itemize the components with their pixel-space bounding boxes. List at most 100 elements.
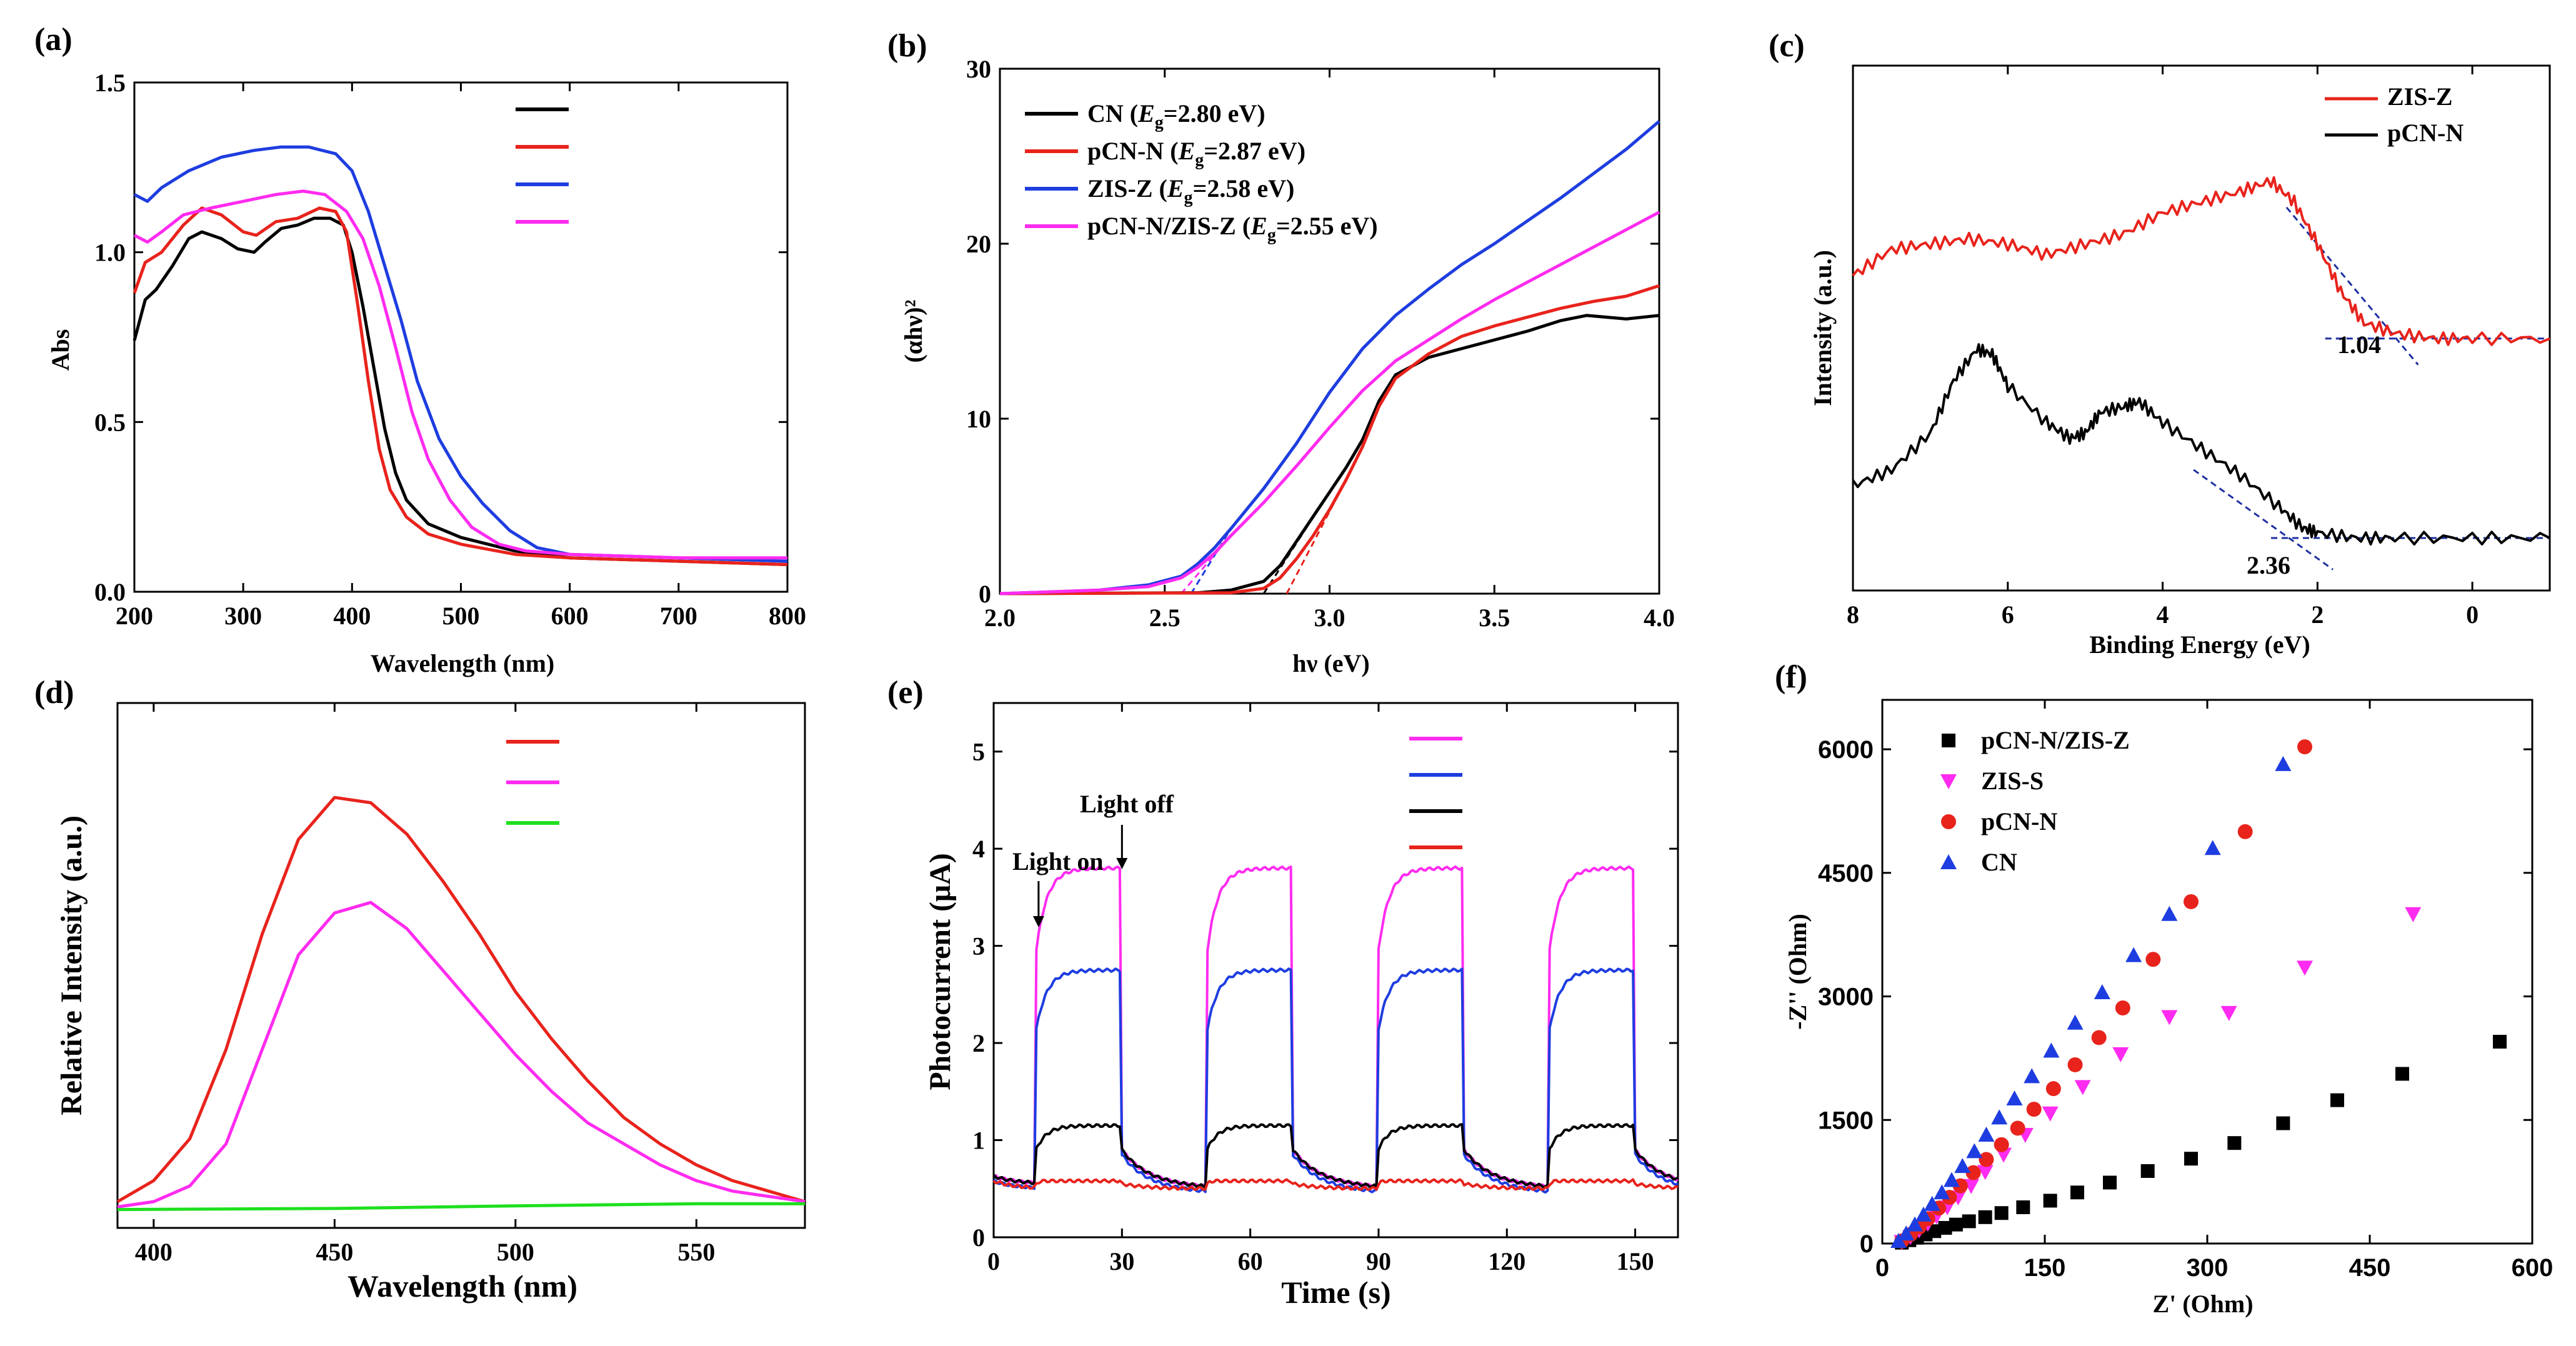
x-tick-label: 450 bbox=[316, 1238, 353, 1266]
data-point bbox=[1924, 1195, 1940, 1211]
x-tick-label: 60 bbox=[1238, 1247, 1263, 1275]
x-tick-label: 200 bbox=[116, 602, 153, 630]
panel-label: (b) bbox=[887, 28, 927, 64]
x-tick-label: 500 bbox=[442, 602, 480, 630]
x-tick-label: 600 bbox=[2512, 1254, 2554, 1282]
legend-eg-value: 2.80 eV bbox=[1178, 99, 1257, 127]
series-line-pCN-N/ZIS-Z bbox=[117, 1202, 805, 1212]
y-tick-label: 3 bbox=[972, 932, 985, 960]
data-point bbox=[1934, 1184, 1950, 1200]
y-tick-label: 0.0 bbox=[94, 578, 126, 606]
panel-e: 0 30 60 90 120 150 0 1 2 3 4 5 (e) Time (s) Photocurre… bbox=[887, 675, 1679, 1310]
legend-eg-equals: = bbox=[1276, 212, 1290, 240]
panel-label: (d) bbox=[34, 675, 74, 710]
data-point bbox=[2042, 1106, 2059, 1122]
data-point bbox=[1962, 1214, 1976, 1229]
data-point bbox=[2112, 1047, 2129, 1062]
x-tick-label: 4.0 bbox=[1644, 604, 1675, 632]
series-line-CN bbox=[117, 900, 806, 1209]
legend-eg-suffix: ) bbox=[1286, 174, 1294, 202]
x-tick-label: 0 bbox=[1875, 1254, 1889, 1282]
plot-frame bbox=[1852, 64, 2551, 592]
legend-eg-value: 2.58 eV bbox=[1207, 174, 1286, 202]
x-tick-label: 2.0 bbox=[984, 604, 1016, 632]
panel-label: (a) bbox=[34, 22, 72, 57]
data-point bbox=[2161, 1010, 2178, 1025]
y-tick-label: 4500 bbox=[1818, 860, 1874, 887]
legend-eg-subscript: g bbox=[1155, 113, 1164, 132]
x-tick-label: 550 bbox=[677, 1238, 715, 1266]
x-tick-label: 400 bbox=[135, 1238, 172, 1266]
panel-b: 2.0 2.5 3.0 3.5 4.0 0 10 20 30 (b) hν (eV) (αhν)² CN… bbox=[887, 28, 1675, 677]
series-line-ZIS-Z bbox=[993, 967, 1679, 1194]
x-tick-label: 30 bbox=[1109, 1247, 1134, 1275]
x-tick-label: 2 bbox=[2311, 601, 2324, 629]
x-axis-label: hν (eV) bbox=[1292, 649, 1369, 677]
legend-eg-suffix: ) bbox=[1257, 99, 1265, 127]
legend-eg-prefix: ( bbox=[1153, 174, 1167, 202]
panel-d: 400 450 500 550 (d) Wavelength (nm) Relative I… bbox=[34, 675, 806, 1304]
data-point bbox=[2103, 1175, 2117, 1190]
legend-marker bbox=[1940, 774, 1957, 789]
y-tick-label: 0 bbox=[972, 1224, 985, 1252]
y-tick-label: 0 bbox=[1860, 1230, 1874, 1258]
series-line-pCN-N bbox=[992, 1123, 1679, 1189]
tangent-line bbox=[2285, 206, 2419, 366]
y-axis-label: Photocurrent (μA) bbox=[924, 853, 957, 1090]
data-point bbox=[1915, 1206, 1932, 1222]
legend-series-name: CN bbox=[1087, 99, 1124, 127]
x-tick-label: 3.0 bbox=[1314, 604, 1345, 632]
legend-marker bbox=[1942, 734, 1955, 747]
y-axis-label: Abs bbox=[46, 329, 74, 371]
legend-label: pCN-N/ZIS-Z (Eg=2.55 eV) bbox=[1087, 212, 1378, 245]
data-point bbox=[1978, 1127, 1995, 1142]
data-point bbox=[2067, 1014, 2084, 1030]
y-tick-label: 6000 bbox=[1818, 736, 1874, 764]
x-tick-label: 800 bbox=[769, 602, 806, 630]
data-point bbox=[2026, 1102, 2042, 1117]
legend-eg-equals: = bbox=[1164, 99, 1178, 127]
y-tick-label: 3000 bbox=[1818, 984, 1874, 1011]
y-tick-label: 1 bbox=[972, 1127, 985, 1155]
data-point bbox=[1977, 1165, 1994, 1180]
legend-eg-equals: = bbox=[1204, 137, 1218, 165]
data-point bbox=[1991, 1109, 2008, 1125]
x-tick-label: 300 bbox=[224, 602, 262, 630]
data-point bbox=[2045, 1081, 2061, 1097]
y-tick-label: 1.5 bbox=[94, 69, 126, 97]
y-tick-label: 1.0 bbox=[94, 239, 126, 267]
legend-eg-subscript: g bbox=[1267, 226, 1276, 245]
legend-marker bbox=[1940, 854, 1957, 869]
data-point bbox=[2094, 984, 2110, 999]
panel-label: (f) bbox=[1775, 659, 1807, 695]
panel-a: 200 300 400 500 600 700 800 0.0 0.5 1.0 1.5 (a) Wave… bbox=[34, 22, 806, 677]
legend-label: pCN-N bbox=[2387, 119, 2464, 147]
x-tick-label: 150 bbox=[1617, 1247, 1654, 1275]
y-tick-label: 10 bbox=[966, 405, 991, 433]
x-tick-label: 700 bbox=[660, 602, 697, 630]
legend-series-name: pCN-N bbox=[1087, 137, 1164, 165]
annotation-light-on: Light on bbox=[1012, 847, 1104, 875]
series-line-CN bbox=[132, 216, 788, 566]
series-line-ZIS-Z bbox=[1852, 176, 2550, 346]
data-point bbox=[1949, 1217, 1963, 1232]
series-line-pCN-N/ZIS-Z bbox=[999, 211, 1660, 596]
data-point bbox=[2161, 905, 2178, 921]
x-tick-label: 8 bbox=[1847, 601, 1859, 629]
x-tick-label: 4 bbox=[2157, 601, 2169, 629]
data-point bbox=[1979, 1152, 1994, 1167]
tangent-line bbox=[2193, 469, 2334, 571]
x-tick-label: 600 bbox=[551, 602, 589, 630]
data-point bbox=[2006, 1090, 2023, 1105]
x-tick-label: 90 bbox=[1366, 1247, 1391, 1275]
data-point bbox=[1907, 1216, 1923, 1232]
x-tick-label: 0 bbox=[2466, 601, 2479, 629]
legend-label: pCN-N bbox=[1981, 807, 2057, 835]
x-axis-label: Binding Energy (eV) bbox=[2089, 631, 2310, 659]
x-tick-label: 500 bbox=[497, 1238, 534, 1266]
legend-eg-suffix: ) bbox=[1369, 212, 1377, 240]
data-point bbox=[2237, 824, 2253, 839]
data-point bbox=[2010, 1120, 2025, 1136]
data-point bbox=[1898, 1225, 1915, 1241]
